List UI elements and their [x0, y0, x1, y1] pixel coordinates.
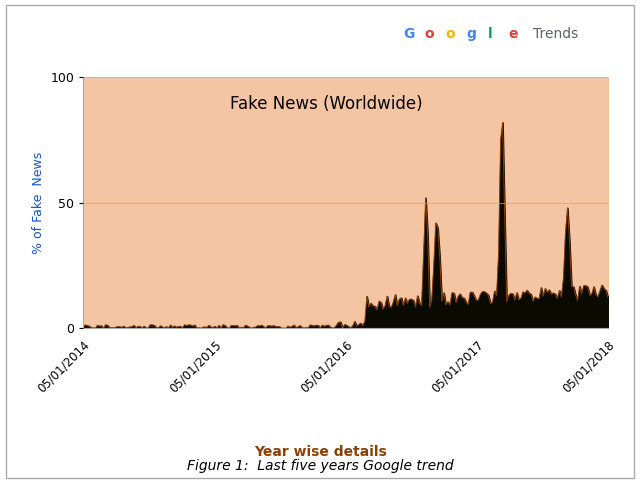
Text: o: o — [424, 27, 434, 41]
Text: g: g — [467, 27, 476, 41]
Text: 05/01/2018: 05/01/2018 — [561, 338, 617, 395]
Text: 05/01/2014: 05/01/2014 — [35, 338, 92, 395]
Text: 05/01/2017: 05/01/2017 — [429, 338, 486, 395]
Text: Year wise details: Year wise details — [253, 445, 387, 459]
Text: l: l — [488, 27, 492, 41]
Text: G: G — [403, 27, 415, 41]
Text: e: e — [509, 27, 518, 41]
Text: 05/01/2015: 05/01/2015 — [167, 338, 223, 395]
Text: 05/01/2016: 05/01/2016 — [298, 338, 355, 395]
Text: o: o — [445, 27, 455, 41]
Text: Trends: Trends — [533, 27, 579, 41]
Text: Figure 1:  Last five years Google trend: Figure 1: Last five years Google trend — [187, 459, 453, 473]
Y-axis label: % of Fake  News: % of Fake News — [32, 152, 45, 254]
Text: Fake News (Worldwide): Fake News (Worldwide) — [230, 95, 423, 113]
